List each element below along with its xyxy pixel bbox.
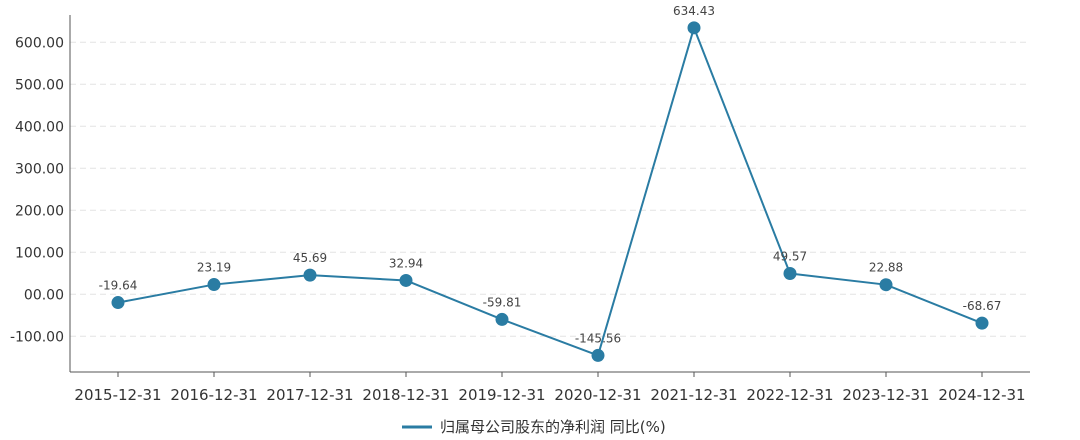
data-label: 49.57 xyxy=(773,249,807,263)
data-series xyxy=(111,21,989,362)
y-tick-label: 200.00 xyxy=(15,203,64,219)
data-point[interactable] xyxy=(207,278,221,292)
data-point[interactable] xyxy=(687,21,701,35)
x-tick-label: 2017-12-31 xyxy=(266,386,353,404)
data-labels: -19.64 23.19 45.69 32.94 -59.81 -145.56 634.43… xyxy=(99,4,1002,346)
data-label: 45.69 xyxy=(293,251,327,265)
y-tick-label: 00.00 xyxy=(24,287,64,303)
x-tick-label: 2015-12-31 xyxy=(74,386,161,404)
data-label: -19.64 xyxy=(99,279,138,293)
data-point[interactable] xyxy=(975,316,989,330)
legend[interactable]: 归属母公司股东的净利润 同比(%) xyxy=(402,418,666,436)
data-label: 32.94 xyxy=(389,256,423,270)
data-label: -59.81 xyxy=(483,295,522,309)
gridlines xyxy=(70,41,1030,337)
x-tick-label: 2016-12-31 xyxy=(170,386,257,404)
x-tick-label: 2020-12-31 xyxy=(554,386,641,404)
y-tick-label: 300.00 xyxy=(15,161,64,177)
data-label: 634.43 xyxy=(673,4,715,18)
x-tick-label: 2021-12-31 xyxy=(650,386,737,404)
y-tick-label: 500.00 xyxy=(15,77,64,93)
legend-label: 归属母公司股东的净利润 同比(%) xyxy=(440,418,666,436)
data-label: 23.19 xyxy=(197,261,231,275)
x-tick-label: 2019-12-31 xyxy=(458,386,545,404)
x-tick-label: 2022-12-31 xyxy=(746,386,833,404)
data-point[interactable] xyxy=(879,278,893,292)
x-tick-label: 2024-12-31 xyxy=(938,386,1025,404)
x-tick-label: 2023-12-31 xyxy=(842,386,929,404)
axes: -100.00 00.00 100.00 200.00 300.00 400.00 500.… xyxy=(10,15,1030,404)
data-label: 22.88 xyxy=(869,261,903,275)
data-point[interactable] xyxy=(111,296,125,310)
y-tick-label: -100.00 xyxy=(10,329,64,345)
data-point[interactable] xyxy=(303,268,317,282)
data-label: -145.56 xyxy=(575,331,621,345)
x-tick-label: 2018-12-31 xyxy=(362,386,449,404)
data-point[interactable] xyxy=(495,312,509,326)
data-point[interactable] xyxy=(399,273,413,287)
series-line xyxy=(117,26,983,357)
data-point[interactable] xyxy=(591,348,605,362)
data-label: -68.67 xyxy=(963,299,1002,313)
y-tick-label: 600.00 xyxy=(15,35,64,51)
data-point[interactable] xyxy=(783,266,797,280)
y-tick-label: 400.00 xyxy=(15,119,64,135)
y-tick-label: 100.00 xyxy=(15,245,64,261)
